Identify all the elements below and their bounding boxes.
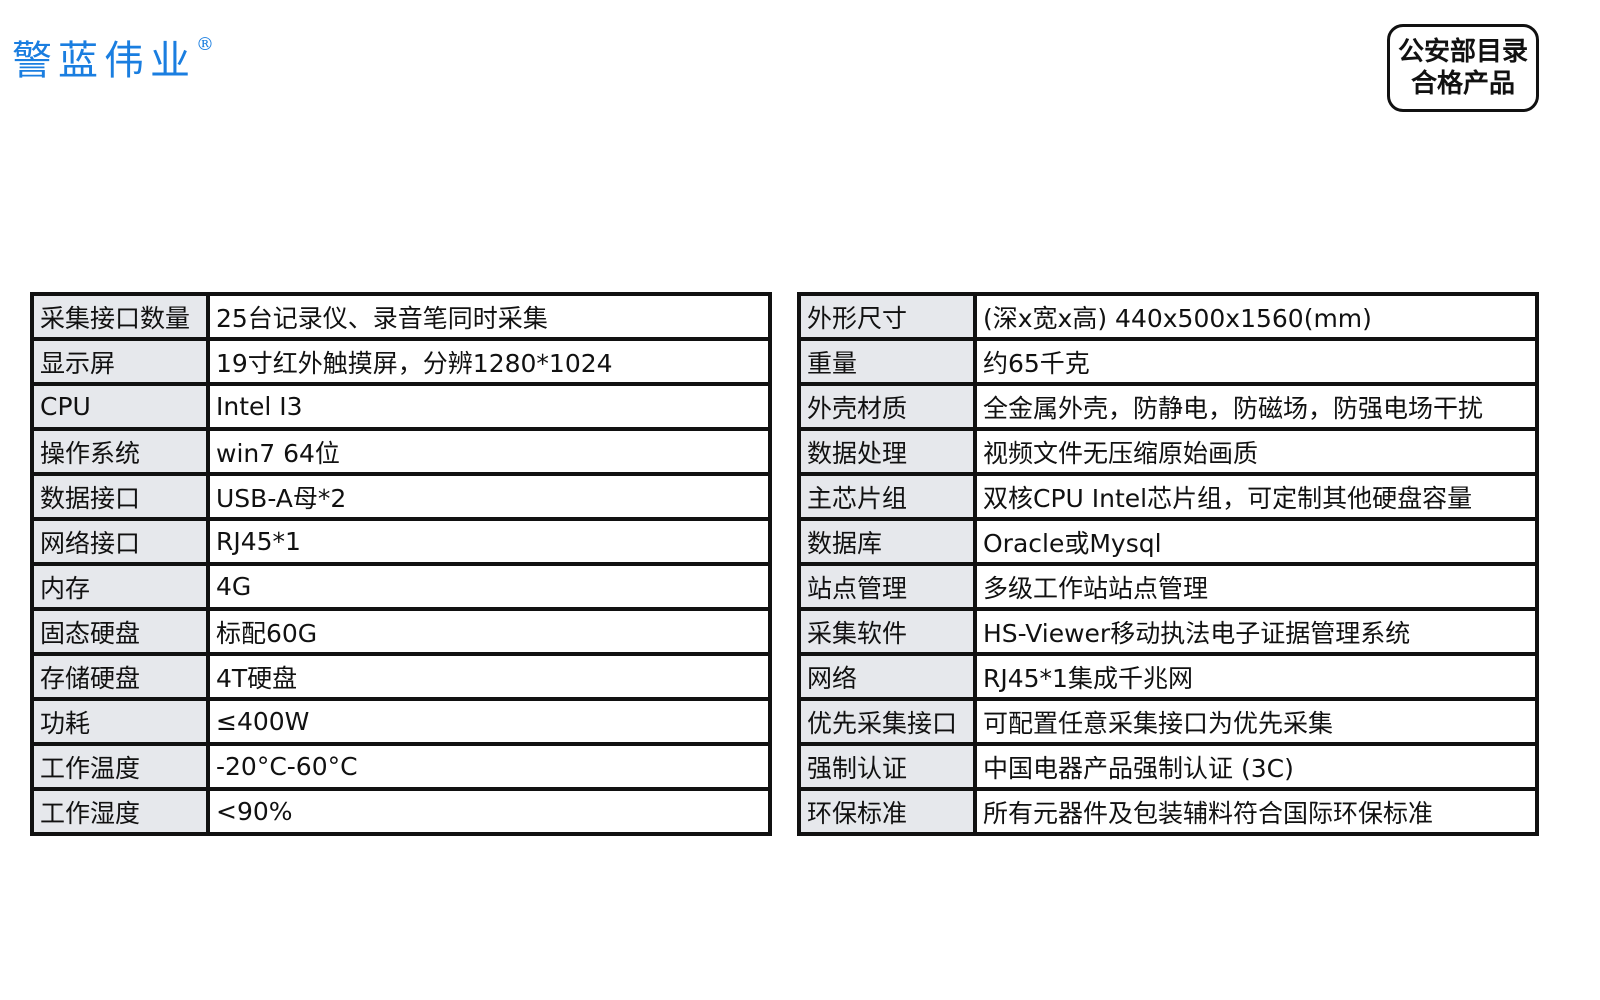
spec-value: RJ45*1 xyxy=(206,517,772,566)
spec-label: 采集接口数量 xyxy=(30,292,210,341)
spec-row: 功耗 ≤400W xyxy=(30,697,772,746)
badge-line-2: 合格产品 xyxy=(1410,69,1515,99)
spec-value: Intel I3 xyxy=(206,382,772,431)
spec-value: win7 64位 xyxy=(206,427,772,476)
spec-value: Oracle或Mysql xyxy=(973,517,1539,566)
spec-label: 操作系统 xyxy=(30,427,210,476)
spec-value: -20°C-60°C xyxy=(206,742,772,791)
spec-value: RJ45*1集成千兆网 xyxy=(973,652,1539,701)
spec-value: <90% xyxy=(206,787,772,836)
spec-row: 优先采集接口 可配置任意采集接口为优先采集 xyxy=(797,697,1539,746)
spec-value: 可配置任意采集接口为优先采集 xyxy=(973,697,1539,746)
spec-label: 数据处理 xyxy=(797,427,977,476)
spec-value: 双核CPU Intel芯片组，可定制其他硬盘容量 xyxy=(973,472,1539,521)
spec-label: CPU xyxy=(30,382,210,431)
spec-label: 外壳材质 xyxy=(797,382,977,431)
spec-label: 外形尺寸 xyxy=(797,292,977,341)
spec-label: 工作湿度 xyxy=(30,787,210,836)
spec-row: 显示屏 19寸红外触摸屏，分辨1280*1024 xyxy=(30,337,772,386)
spec-row: 内存 4G xyxy=(30,562,772,611)
spec-row: 外形尺寸 (深x宽x高) 440x500x1560(mm) xyxy=(797,292,1539,341)
spec-label: 数据接口 xyxy=(30,472,210,521)
spec-value: 标配60G xyxy=(206,607,772,656)
spec-row: 固态硬盘 标配60G xyxy=(30,607,772,656)
spec-label: 显示屏 xyxy=(30,337,210,386)
spec-label: 主芯片组 xyxy=(797,472,977,521)
spec-value: 25台记录仪、录音笔同时采集 xyxy=(206,292,772,341)
brand-name: 警蓝伟业 xyxy=(12,38,196,84)
spec-value: 4T硬盘 xyxy=(206,652,772,701)
spec-value: 约65千克 xyxy=(973,337,1539,386)
spec-label: 强制认证 xyxy=(797,742,977,791)
spec-label: 内存 xyxy=(30,562,210,611)
spec-table-right: 外形尺寸 (深x宽x高) 440x500x1560(mm) 重量 约65千克 外壳材质全… xyxy=(797,292,1539,836)
spec-row: 工作温度 -20°C-60°C xyxy=(30,742,772,791)
spec-row: 网络接口 RJ45*1 xyxy=(30,517,772,566)
brand-logo: 警蓝伟业® xyxy=(12,28,214,86)
spec-value: 全金属外壳，防静电，防磁场，防强电场干扰 xyxy=(973,382,1539,431)
spec-label: 网络接口 xyxy=(30,517,210,566)
spec-value: 中国电器产品强制认证 (3C) xyxy=(973,742,1539,791)
spec-row: 站点管理 多级工作站站点管理 xyxy=(797,562,1539,611)
spec-row: CPU Intel I3 xyxy=(30,382,772,431)
spec-label: 优先采集接口 xyxy=(797,697,977,746)
spec-label: 功耗 xyxy=(30,697,210,746)
spec-row: 采集软件 HS-Viewer移动执法电子证据管理系统 xyxy=(797,607,1539,656)
spec-label: 网络 xyxy=(797,652,977,701)
spec-label: 站点管理 xyxy=(797,562,977,611)
spec-value: 多级工作站站点管理 xyxy=(973,562,1539,611)
spec-row: 强制认证 中国电器产品强制认证 (3C) xyxy=(797,742,1539,791)
spec-value: ≤400W xyxy=(206,697,772,746)
spec-label: 环保标准 xyxy=(797,787,977,836)
spec-label: 工作温度 xyxy=(30,742,210,791)
spec-value: 视频文件无压缩原始画质 xyxy=(973,427,1539,476)
spec-row: 操作系统 win7 64位 xyxy=(30,427,772,476)
spec-row: 环保标准 所有元器件及包装辅料符合国际环保标准 xyxy=(797,787,1539,836)
spec-label: 存储硬盘 xyxy=(30,652,210,701)
spec-label: 数据库 xyxy=(797,517,977,566)
spec-value: 所有元器件及包装辅料符合国际环保标准 xyxy=(973,787,1539,836)
spec-value: 4G xyxy=(206,562,772,611)
spec-label: 采集软件 xyxy=(797,607,977,656)
spec-value: HS-Viewer移动执法电子证据管理系统 xyxy=(973,607,1539,656)
spec-row: 网络 RJ45*1集成千兆网 xyxy=(797,652,1539,701)
spec-row: 重量 约65千克 xyxy=(797,337,1539,386)
spec-value: 19寸红外触摸屏，分辨1280*1024 xyxy=(206,337,772,386)
spec-row: 存储硬盘 4T硬盘 xyxy=(30,652,772,701)
spec-table-left: 采集接口数量 25台记录仪、录音笔同时采集 显示屏 19寸红外触摸屏，分辨1280*1… xyxy=(30,292,772,836)
spec-row: 数据接口 USB-A母*2 xyxy=(30,472,772,521)
spec-row: 数据库 Oracle或Mysql xyxy=(797,517,1539,566)
spec-row: 采集接口数量 25台记录仪、录音笔同时采集 xyxy=(30,292,772,341)
spec-row: 工作湿度 <90% xyxy=(30,787,772,836)
spec-row: 数据处理 视频文件无压缩原始画质 xyxy=(797,427,1539,476)
badge-line-1: 公安部目录 xyxy=(1397,37,1528,67)
registered-mark: ® xyxy=(196,33,214,55)
spec-row: 外壳材质 全金属外壳，防静电，防磁场，防强电场干扰 xyxy=(797,382,1539,431)
spec-row: 主芯片组 双核CPU Intel芯片组，可定制其他硬盘容量 xyxy=(797,472,1539,521)
spec-label: 重量 xyxy=(797,337,977,386)
spec-value: (深x宽x高) 440x500x1560(mm) xyxy=(973,292,1539,341)
spec-label: 固态硬盘 xyxy=(30,607,210,656)
certification-badge: 公安部目录 合格产品 xyxy=(1387,24,1539,112)
spec-value: USB-A母*2 xyxy=(206,472,772,521)
